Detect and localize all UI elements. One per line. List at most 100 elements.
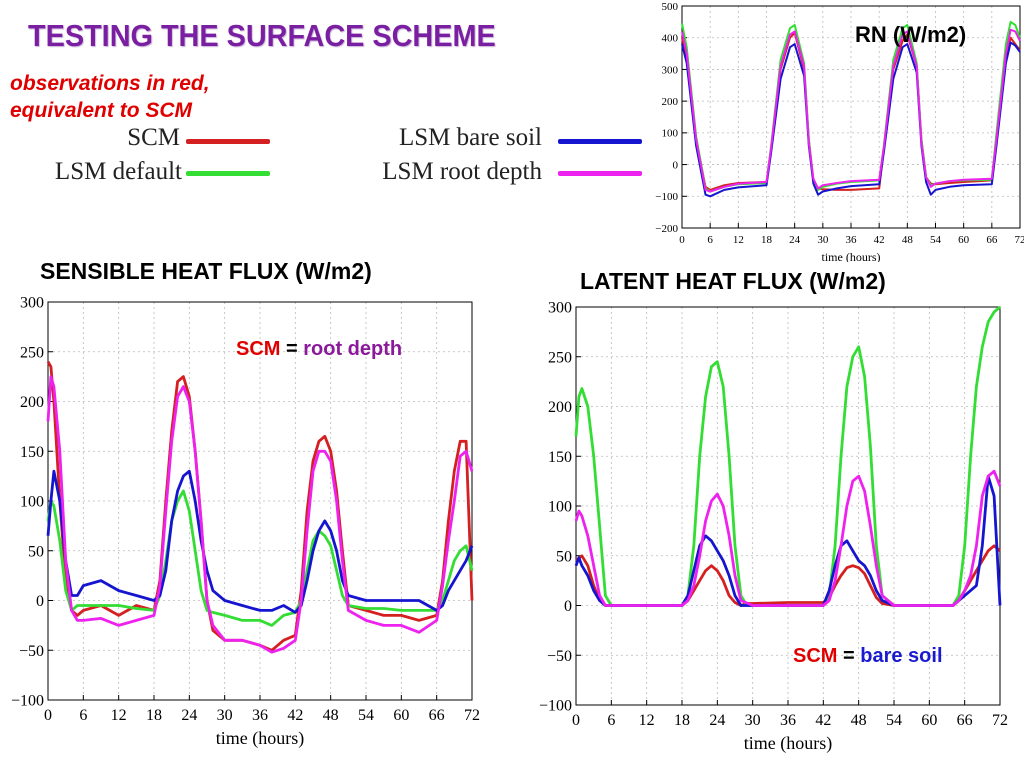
series-line-lsm-bare-soil bbox=[574, 474, 1002, 607]
latent-chart: 0 6 12 18 24 30 36 42 48 54 60 66 72 −100 −50 0 50 100 150… bbox=[539, 300, 1008, 754]
y-tick-label: 100 bbox=[20, 494, 44, 511]
y-tick-label: −200 bbox=[655, 223, 678, 235]
subtitle-line-2: equivalent to SCM bbox=[10, 99, 193, 122]
sensible-note-eq: = bbox=[280, 338, 304, 360]
legend-line-lsm-root-depth bbox=[558, 171, 642, 176]
x-tick-label: 12 bbox=[639, 712, 655, 729]
x-tick-label: 0 bbox=[679, 234, 685, 246]
subtitle: observations in red, equivalent to SCM bbox=[10, 70, 210, 124]
latent-note-bare-soil: bare soil bbox=[860, 645, 943, 667]
x-tick-label: 60 bbox=[958, 234, 970, 246]
y-tick-label: 200 bbox=[548, 399, 572, 416]
x-tick-label: 30 bbox=[217, 707, 233, 724]
y-tick-label: 200 bbox=[662, 96, 679, 108]
y-tick-label: 100 bbox=[662, 128, 679, 140]
x-tick-label: 12 bbox=[733, 234, 744, 246]
subtitle-line-1: observations in red, bbox=[10, 72, 210, 95]
y-tick-label: −100 bbox=[11, 693, 44, 710]
series-line-lsm-default bbox=[46, 489, 474, 627]
x-tick-label: 72 bbox=[464, 707, 480, 724]
x-tick-label: 18 bbox=[674, 712, 690, 729]
x-tick-label: 6 bbox=[607, 712, 615, 729]
y-tick-label: 50 bbox=[556, 548, 572, 565]
x-tick-label: 12 bbox=[111, 707, 127, 724]
x-tick-label: 30 bbox=[817, 234, 829, 246]
legend-label-lsm-root-depth: LSM root depth bbox=[382, 158, 542, 185]
x-tick-label: 54 bbox=[358, 707, 374, 724]
legend-line-lsm-bare-soil bbox=[558, 139, 642, 144]
sensible-note-scm: SCM bbox=[236, 338, 281, 360]
legend-line-scm bbox=[186, 139, 270, 144]
y-tick-label: 300 bbox=[20, 295, 44, 312]
legend-label-scm: SCM bbox=[127, 124, 180, 151]
x-axis-label: time (hours) bbox=[216, 728, 304, 749]
x-tick-label: 54 bbox=[930, 234, 942, 246]
x-tick-label: 66 bbox=[957, 712, 973, 729]
y-tick-label: −100 bbox=[539, 698, 572, 715]
x-tick-label: 54 bbox=[886, 712, 902, 729]
x-tick-label: 18 bbox=[146, 707, 162, 724]
x-tick-label: 48 bbox=[851, 712, 867, 729]
x-tick-label: 42 bbox=[815, 712, 831, 729]
series-line-lsm-root-depth bbox=[574, 469, 1002, 607]
page-title: TESTING THE SURFACE SCHEME bbox=[28, 18, 496, 53]
x-tick-label: 6 bbox=[79, 707, 87, 724]
x-tick-label: 36 bbox=[252, 707, 268, 724]
sensible-note-root-depth: root depth bbox=[303, 338, 403, 360]
x-tick-label: 66 bbox=[429, 707, 445, 724]
y-tick-label: 150 bbox=[548, 449, 572, 466]
x-tick-label: 60 bbox=[393, 707, 409, 724]
legend-line-lsm-default bbox=[186, 171, 270, 176]
x-tick-label: 42 bbox=[287, 707, 303, 724]
sensible-chart: 0 6 12 18 24 30 36 42 48 54 60 66 72 −100 −50 0 50 100 150… bbox=[11, 295, 480, 749]
x-tick-label: 24 bbox=[709, 712, 725, 729]
latent-note-eq: = bbox=[837, 645, 861, 667]
y-tick-label: 100 bbox=[548, 499, 572, 516]
legend-label-lsm-bare-soil: LSM bare soil bbox=[398, 124, 542, 151]
y-tick-label: 250 bbox=[20, 344, 44, 361]
x-tick-label: 30 bbox=[745, 712, 761, 729]
y-tick-label: −50 bbox=[547, 648, 572, 665]
x-tick-label: 18 bbox=[761, 234, 773, 246]
y-tick-label: 500 bbox=[662, 1, 679, 13]
legend-label-lsm-default: LSM default bbox=[54, 158, 182, 185]
series-line-lsm-root-depth bbox=[46, 375, 474, 654]
y-tick-label: 200 bbox=[20, 394, 44, 411]
x-tick-label: 66 bbox=[986, 234, 998, 246]
series-line-lsm-bare-soil bbox=[46, 469, 474, 614]
series-line-scm bbox=[575, 544, 1001, 607]
x-tick-label: 60 bbox=[921, 712, 937, 729]
y-tick-label: 300 bbox=[662, 64, 679, 76]
x-tick-label: 42 bbox=[874, 234, 885, 246]
x-tick-label: 0 bbox=[44, 707, 52, 724]
series-line-lsm-root-depth bbox=[681, 28, 1021, 193]
x-axis-label: time (hours) bbox=[822, 250, 881, 262]
y-tick-label: 250 bbox=[548, 349, 572, 366]
rn-chart: 0 6 12 18 24 30 36 42 48 54 60 66 72 −200 −100 0 100 200 3… bbox=[655, 1, 1024, 262]
x-tick-label: 24 bbox=[181, 707, 197, 724]
x-tick-label: 0 bbox=[572, 712, 580, 729]
y-tick-label: −100 bbox=[655, 191, 678, 203]
x-tick-label: 72 bbox=[1015, 234, 1024, 246]
x-axis-label: time (hours) bbox=[744, 733, 832, 754]
x-tick-label: 72 bbox=[992, 712, 1008, 729]
y-tick-label: 0 bbox=[36, 593, 44, 610]
chart-title: RN (W/m2) bbox=[855, 22, 966, 47]
sensible-heading: SENSIBLE HEAT FLUX (W/m2) bbox=[40, 258, 372, 284]
y-tick-label: 400 bbox=[662, 33, 679, 45]
y-tick-label: 0 bbox=[673, 159, 679, 171]
latent-note: SCM = bare soil bbox=[793, 645, 943, 668]
x-tick-label: 36 bbox=[780, 712, 796, 729]
x-tick-label: 24 bbox=[789, 234, 801, 246]
y-tick-label: 50 bbox=[28, 543, 44, 560]
latent-note-scm: SCM bbox=[793, 645, 838, 667]
x-tick-label: 6 bbox=[707, 234, 713, 246]
y-tick-label: 150 bbox=[20, 444, 44, 461]
y-tick-label: −50 bbox=[19, 643, 44, 660]
x-tick-label: 48 bbox=[323, 707, 339, 724]
x-tick-label: 48 bbox=[902, 234, 914, 246]
x-tick-label: 36 bbox=[846, 234, 858, 246]
latent-heading: LATENT HEAT FLUX (W/m2) bbox=[580, 268, 886, 294]
y-tick-label: 300 bbox=[548, 300, 572, 317]
sensible-note: SCM = root depth bbox=[236, 338, 402, 361]
